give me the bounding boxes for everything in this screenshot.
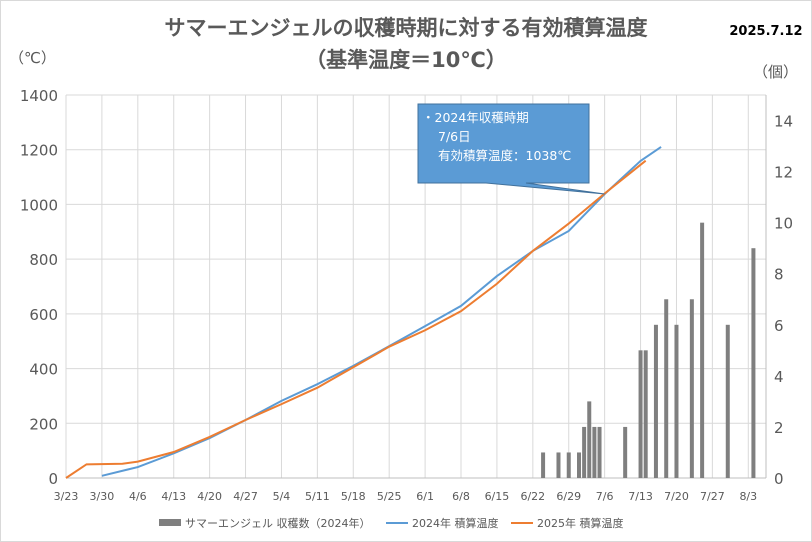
harvest-bar <box>653 324 658 478</box>
harvest-bar <box>725 324 730 478</box>
y-right-tick: 0 <box>774 470 784 488</box>
x-tick: 7/13 <box>628 490 653 503</box>
x-tick: 5/25 <box>377 490 402 503</box>
chart-title-line1: サマーエンジェルの収穫時期に対する有効積算温度 <box>165 16 648 40</box>
harvest-bar <box>587 401 592 478</box>
x-tick: 7/27 <box>700 490 725 503</box>
series-line-1 <box>65 159 647 479</box>
harvest-bar <box>664 299 669 478</box>
x-tick: 7/6 <box>596 490 614 503</box>
y-left-tick: 1000 <box>20 196 58 214</box>
x-tick: 5/4 <box>273 490 291 503</box>
x-tick: 6/29 <box>556 490 581 503</box>
annotation-callout <box>417 103 605 195</box>
y-left-tick: 1200 <box>20 142 58 160</box>
y-left-tick: 1400 <box>20 87 58 105</box>
y-right-tick: 4 <box>774 368 784 386</box>
y-left-tick: 0 <box>48 470 58 488</box>
series-line-0 <box>101 146 662 477</box>
y-left-tick: 600 <box>29 306 58 324</box>
harvest-bar <box>541 452 546 478</box>
x-tick: 5/18 <box>341 490 366 503</box>
harvest-bar <box>566 452 571 478</box>
y-left-tick: 200 <box>29 415 58 433</box>
harvest-bar <box>638 350 643 478</box>
legend-label: 2025年 積算温度 <box>537 516 624 530</box>
y-right-tick: 6 <box>774 317 784 335</box>
x-tick: 6/15 <box>485 490 510 503</box>
y-left-label: （℃） <box>9 49 56 67</box>
x-tick: 5/11 <box>305 490 330 503</box>
harvest-bar <box>556 452 561 478</box>
harvest-bar <box>582 426 587 478</box>
x-tick: 4/6 <box>129 490 147 503</box>
harvest-bar <box>751 248 756 478</box>
x-tick: 6/22 <box>520 490 545 503</box>
harvest-bar <box>689 299 694 478</box>
x-tick: 4/20 <box>197 490 222 503</box>
x-tick: 6/8 <box>452 490 470 503</box>
harvest-bar <box>643 350 648 478</box>
annotation-text: ・2024年収穫時期 <box>422 110 529 125</box>
y-right-tick: 12 <box>774 164 793 182</box>
y-left-tick: 800 <box>29 251 58 269</box>
y-right-label: （個） <box>753 63 798 81</box>
legend-label: サマーエンジェル 収穫数（2024年） <box>185 516 371 530</box>
x-tick: 6/1 <box>416 490 434 503</box>
x-tick: 3/30 <box>90 490 115 503</box>
y-left-tick: 400 <box>29 361 58 379</box>
y-right-tick: 2 <box>774 419 784 437</box>
x-tick: 4/27 <box>233 490 258 503</box>
date-label: 2025.7.12 <box>729 24 802 39</box>
x-tick: 8/3 <box>739 490 757 503</box>
harvest-bar <box>592 426 597 478</box>
harvest-bar <box>577 452 581 478</box>
harvest-bar <box>597 426 602 478</box>
legend-swatch-bar <box>159 519 181 526</box>
harvest-bar <box>623 426 628 478</box>
harvest-bar <box>700 222 705 478</box>
x-tick: 4/13 <box>161 490 186 503</box>
x-tick: 3/23 <box>54 490 79 503</box>
annotation-text: 有効積算温度：1038℃ <box>438 148 571 163</box>
chart-title-line2: （基準温度＝10℃） <box>305 48 507 72</box>
harvest-bar <box>674 324 679 478</box>
annotation-text: 7/6日 <box>438 129 471 144</box>
legend-label: 2024年 積算温度 <box>412 516 499 530</box>
x-tick: 7/20 <box>664 490 689 503</box>
y-right-tick: 10 <box>774 215 793 233</box>
y-right-tick: 8 <box>774 266 784 284</box>
y-right-tick: 14 <box>774 113 793 131</box>
